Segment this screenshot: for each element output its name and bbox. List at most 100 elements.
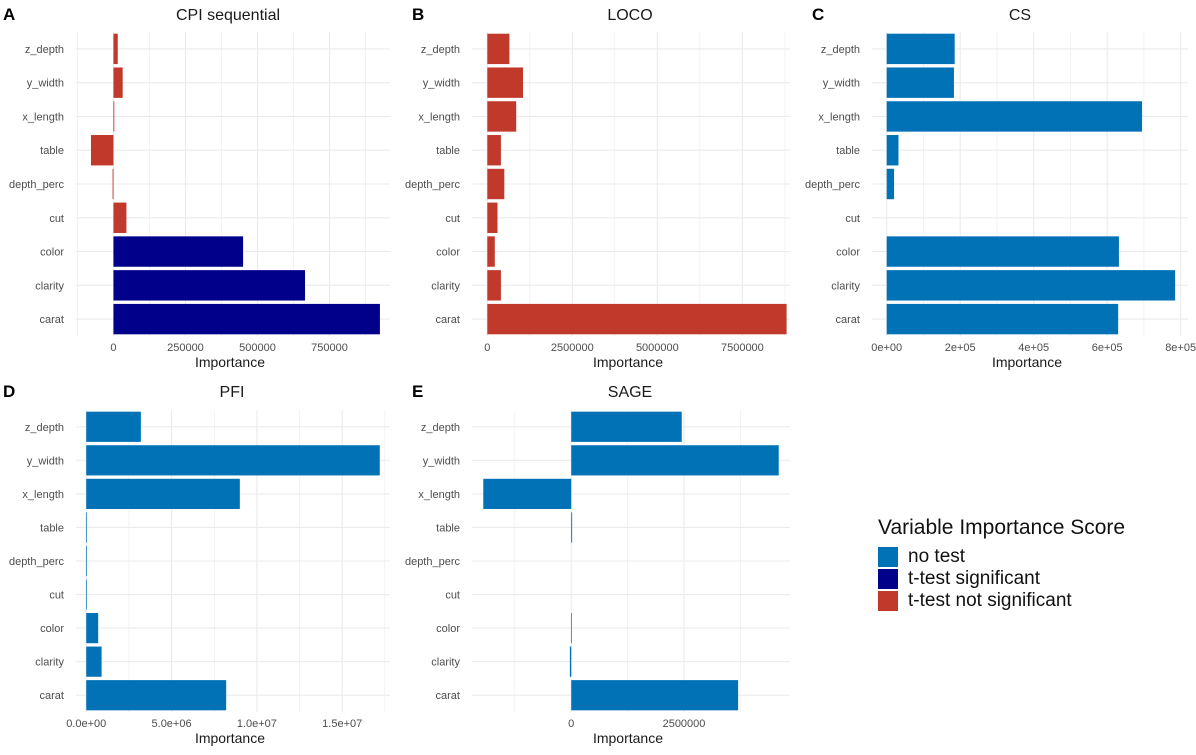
- y-tick-label: color: [40, 247, 64, 259]
- bar-table: [886, 135, 899, 166]
- y-tick-label: y_width: [423, 78, 460, 90]
- bar-carat: [86, 680, 227, 711]
- y-tick-label: clarity: [35, 280, 64, 292]
- bar-clarity: [113, 270, 306, 301]
- bar-depth-perc: [487, 168, 505, 200]
- y-tick-label: depth_perc: [805, 179, 861, 191]
- bar-color: [86, 613, 99, 644]
- bar-table: [571, 512, 573, 543]
- y-tick-label: depth_perc: [405, 556, 461, 568]
- y-tick-label: cut: [49, 213, 64, 225]
- y-tick-label: z_depth: [421, 44, 460, 56]
- panel-title: CPI sequential: [176, 7, 280, 24]
- y-tick-label: cut: [845, 213, 860, 225]
- x-tick-label: 6e+05: [1092, 342, 1123, 354]
- legend-item-t-test-significant: t-test significant: [878, 568, 1125, 590]
- x-tick-label: 500000: [239, 342, 276, 354]
- x-axis-label: Importance: [195, 730, 265, 746]
- bar-y-width: [487, 67, 524, 98]
- legend-label: no test: [908, 546, 966, 567]
- x-tick-label: 0.0e+00: [66, 718, 106, 730]
- y-tick-label: carat: [40, 690, 64, 702]
- y-tick-label: color: [436, 247, 460, 259]
- y-tick-label: x_length: [418, 111, 460, 123]
- bar-cut: [487, 202, 498, 233]
- y-tick-label: clarity: [831, 280, 860, 292]
- y-tick-label: cut: [445, 213, 460, 225]
- y-tick-label: table: [836, 145, 860, 157]
- bar-color: [113, 236, 244, 267]
- y-tick-label: color: [40, 623, 64, 635]
- bar-depth-perc: [86, 545, 87, 577]
- y-tick-label: cut: [49, 590, 64, 602]
- y-tick-label: carat: [40, 314, 64, 326]
- bar-clarity: [487, 270, 501, 301]
- bar-x-length: [113, 101, 115, 132]
- x-axis-label: Importance: [593, 354, 663, 370]
- legend: Variable Importance Score no test t-test…: [878, 516, 1125, 612]
- x-axis-label: Importance: [593, 730, 663, 746]
- bar-y-width: [86, 445, 380, 476]
- x-tick-label: 0: [484, 342, 490, 354]
- y-tick-label: table: [40, 145, 64, 157]
- bar-y-width: [113, 67, 123, 98]
- legend-label: t-test not significant: [908, 590, 1072, 611]
- y-tick-label: x_length: [22, 111, 64, 123]
- x-axis-label: Importance: [195, 354, 265, 370]
- y-tick-label: z_depth: [421, 422, 460, 434]
- x-tick-label: 7500000: [721, 342, 764, 354]
- bar-x-length: [86, 478, 240, 509]
- y-tick-label: depth_perc: [9, 556, 65, 568]
- legend-label: t-test significant: [908, 568, 1040, 589]
- y-tick-label: z_depth: [821, 44, 860, 56]
- bar-x-length: [483, 478, 572, 509]
- y-tick-label: z_depth: [25, 44, 64, 56]
- x-tick-label: 0: [568, 718, 574, 730]
- y-tick-label: carat: [436, 314, 460, 326]
- y-tick-label: y_width: [27, 78, 64, 90]
- panel-title: SAGE: [608, 384, 652, 401]
- bar-depth-perc: [886, 168, 895, 200]
- y-tick-label: clarity: [431, 280, 460, 292]
- panel-a: 0 250000 500000 750000 z_depth y_width x_lengt…: [3, 5, 390, 370]
- y-tick-label: z_depth: [25, 422, 64, 434]
- bar-carat: [487, 303, 787, 335]
- bar-carat: [571, 680, 739, 711]
- y-tick-label: color: [436, 623, 460, 635]
- y-tick-label: clarity: [431, 657, 460, 669]
- bar-z-depth: [886, 33, 955, 65]
- y-tick-label: depth_perc: [405, 179, 461, 191]
- x-tick-label: 2e+05: [945, 342, 976, 354]
- legend-key-t-test-not-significant: [878, 591, 898, 611]
- x-tick-label: 5000000: [636, 342, 679, 354]
- x-axis-label: Importance: [992, 354, 1062, 370]
- bar-cut: [113, 202, 127, 233]
- bar-clarity: [569, 646, 572, 677]
- panel-letter: C: [812, 5, 824, 24]
- bar-clarity: [886, 270, 1176, 301]
- bar-carat: [886, 303, 1119, 335]
- bar-y-width: [571, 445, 779, 476]
- bar-z-depth: [113, 33, 118, 65]
- bar-z-depth: [86, 411, 141, 442]
- x-tick-label: 750000: [311, 342, 348, 354]
- y-tick-label: carat: [836, 314, 860, 326]
- panel-letter: E: [412, 382, 423, 401]
- x-tick-label: 0e+00: [871, 342, 902, 354]
- legend-item-no-test: no test: [878, 546, 1125, 568]
- bar-color: [487, 236, 495, 267]
- y-tick-label: y_width: [823, 78, 860, 90]
- y-tick-label: x_length: [22, 489, 64, 501]
- panel-title: CS: [1009, 7, 1031, 24]
- bar-carat: [113, 303, 380, 335]
- panel-letter: D: [3, 382, 15, 401]
- bar-clarity: [86, 646, 102, 677]
- y-tick-label: table: [40, 522, 64, 534]
- x-tick-label: 1.0e+07: [237, 718, 277, 730]
- legend-item-t-test-not-significant: t-test not significant: [878, 590, 1125, 612]
- y-tick-label: x_length: [818, 111, 860, 123]
- x-tick-label: 8e+05: [1165, 342, 1196, 354]
- panel-title: PFI: [220, 384, 245, 401]
- bar-depth-perc: [112, 168, 114, 200]
